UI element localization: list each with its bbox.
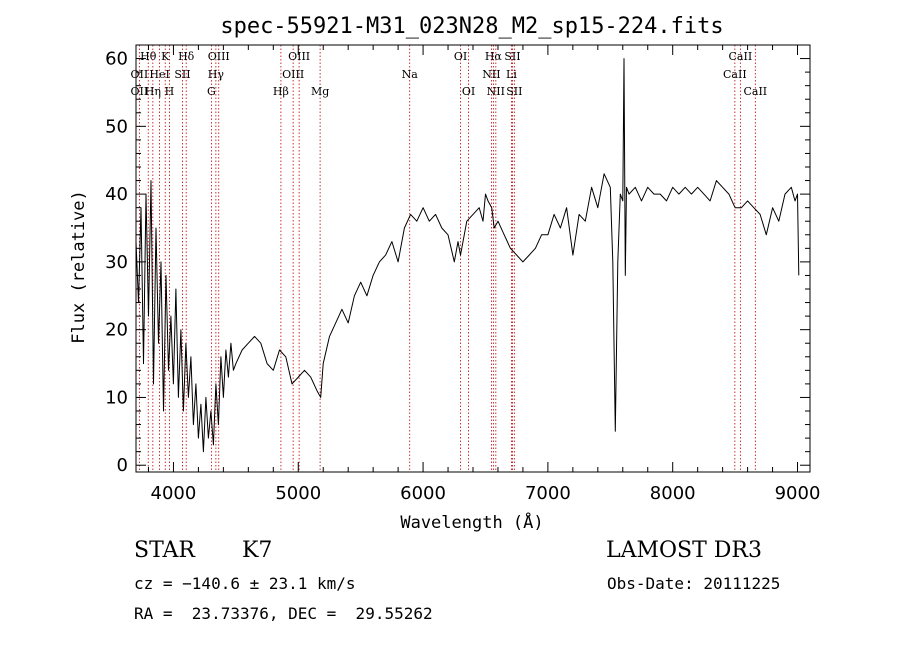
spectral-line-label: OI [454, 50, 467, 63]
x-axis-label: Wavelength (Å) [400, 511, 543, 533]
spectral-line-label: Hδ [178, 50, 195, 63]
spectral-line-label: Hβ [273, 85, 289, 98]
spectral-line-label: Hθ [140, 50, 157, 63]
spectral-line-label: OII [131, 68, 149, 81]
spectral-line-label: OI [462, 85, 475, 98]
spectral-line-label: SII [506, 85, 522, 98]
y-axis-label: Flux (relative) [69, 190, 89, 344]
spectral-line-label: NII [482, 68, 500, 81]
spectral-line-label: OIII [288, 50, 310, 63]
spectral-line-label: CaII [729, 50, 753, 63]
spectral-line-label: OIII [208, 50, 230, 63]
x-tick-label: 7000 [525, 483, 571, 504]
spectral-line-label: OIII [282, 68, 304, 81]
y-tick-label: 40 [105, 184, 128, 205]
y-tick-label: 10 [105, 387, 128, 408]
plot-frame [135, 44, 811, 473]
spectral-line-label: NII [487, 85, 505, 98]
spectral-line-label: H [165, 85, 175, 98]
series-layer [135, 58, 800, 453]
spectral-line-label: Hα [485, 50, 503, 63]
x-tick-label: 5000 [275, 483, 321, 504]
object-subclass: K7 [242, 538, 273, 563]
x-tick-label: 9000 [775, 483, 821, 504]
spectral-line-label: HeI [149, 68, 169, 81]
spectral-line-label: CaII [743, 85, 767, 98]
coordinates: RA = 23.73376, DEC = 29.55262 [134, 604, 433, 623]
x-tick-label: 4000 [151, 483, 197, 504]
object-class: STAR [134, 538, 195, 563]
spectral-line-label: G [207, 85, 216, 98]
spectral-line-label: SII [504, 50, 520, 63]
y-tick-label: 30 [105, 252, 128, 273]
y-tick-label: 20 [105, 320, 128, 341]
spectral-line-label: Li [506, 68, 517, 81]
ticks-layer: 4000 5000 6000 7000 8000 9000 0 10 20 30 40 50 60 [105, 45, 820, 504]
survey-name: LAMOST DR3 [606, 538, 762, 563]
spectral-line-label: Na [402, 68, 419, 81]
y-tick-label: 0 [117, 455, 128, 476]
flux-series-line [135, 58, 800, 453]
chart-title: spec-55921-M31_023N28_M2_sp15-224.fits [220, 14, 723, 39]
spectral-line-label: OII [131, 85, 149, 98]
spectral-line-label: K [161, 50, 170, 63]
spectral-line-label: SII [174, 68, 190, 81]
spectral-lines-layer [138, 45, 756, 472]
observation-date: Obs-Date: 20111225 [607, 574, 781, 593]
spectral-line-label: CaII [723, 68, 747, 81]
spectral-line-label: Hη [145, 85, 161, 98]
x-tick-label: 8000 [650, 483, 696, 504]
spectral-line-label: Mg [311, 85, 329, 98]
y-tick-label: 60 [105, 49, 128, 70]
spectral-line-label: Hγ [208, 68, 225, 81]
y-tick-label: 50 [105, 116, 128, 137]
x-tick-label: 6000 [400, 483, 446, 504]
redshift-cz: cz = −140.6 ± 23.1 km/s [134, 574, 356, 593]
